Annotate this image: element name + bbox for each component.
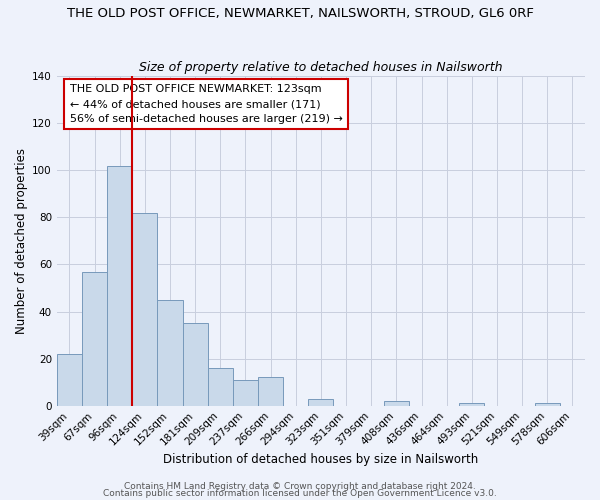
Bar <box>535 404 560 406</box>
Bar <box>182 324 208 406</box>
Bar <box>384 401 409 406</box>
Title: Size of property relative to detached houses in Nailsworth: Size of property relative to detached ho… <box>139 60 503 74</box>
Bar <box>208 368 233 406</box>
Bar <box>258 378 283 406</box>
Y-axis label: Number of detached properties: Number of detached properties <box>15 148 28 334</box>
Bar <box>82 272 107 406</box>
Bar <box>308 398 334 406</box>
Text: THE OLD POST OFFICE, NEWMARKET, NAILSWORTH, STROUD, GL6 0RF: THE OLD POST OFFICE, NEWMARKET, NAILSWOR… <box>67 8 533 20</box>
Bar <box>107 166 132 406</box>
Bar <box>57 354 82 406</box>
Bar <box>157 300 182 406</box>
Bar <box>233 380 258 406</box>
Text: Contains HM Land Registry data © Crown copyright and database right 2024.: Contains HM Land Registry data © Crown c… <box>124 482 476 491</box>
Text: THE OLD POST OFFICE NEWMARKET: 123sqm
← 44% of detached houses are smaller (171): THE OLD POST OFFICE NEWMARKET: 123sqm ← … <box>70 84 343 124</box>
Bar <box>459 404 484 406</box>
Bar <box>132 212 157 406</box>
X-axis label: Distribution of detached houses by size in Nailsworth: Distribution of detached houses by size … <box>163 453 479 466</box>
Text: Contains public sector information licensed under the Open Government Licence v3: Contains public sector information licen… <box>103 489 497 498</box>
